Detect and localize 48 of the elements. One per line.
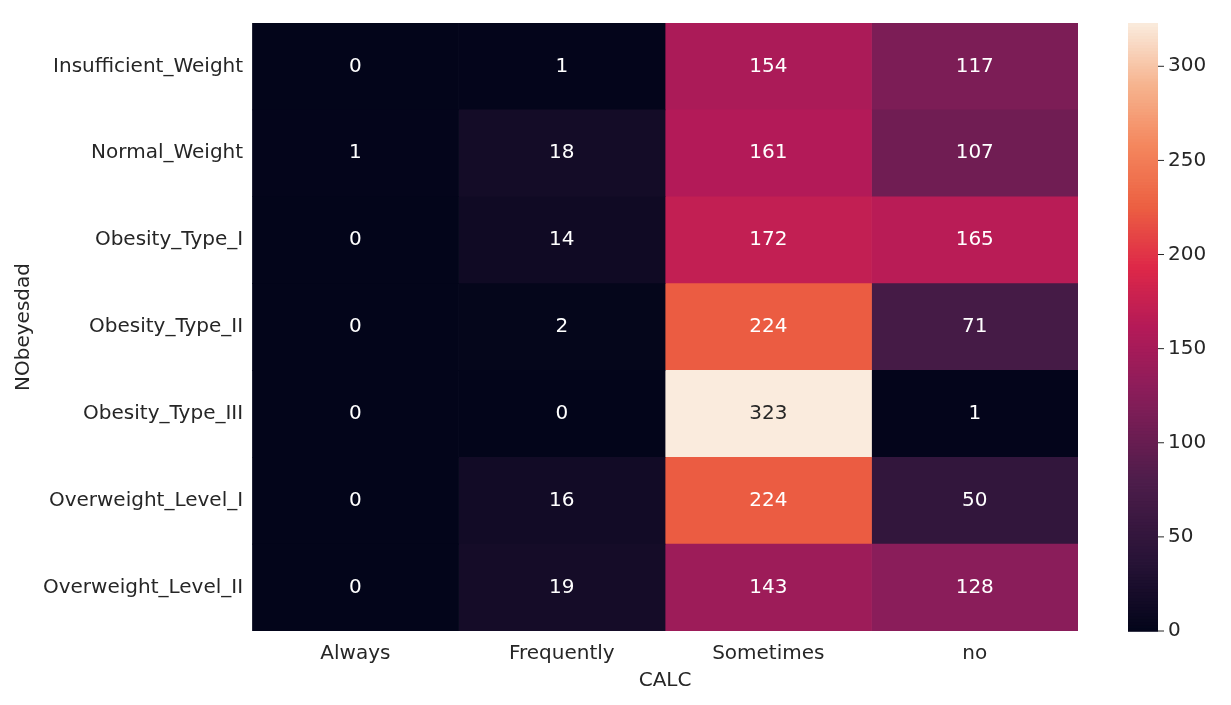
color-bar-label: 250 [1168,146,1207,171]
y-tick-label: Obesity_Type_I [94,226,244,251]
y-tick-label: Overweight_Level_I [48,486,244,511]
x-axis-title: CALC [638,667,692,692]
y-tick-label: Insufficient_Weight [53,52,244,77]
data-label: 18 [549,139,575,164]
y-tick-label: Obesity_Type_II [88,313,244,338]
data-label: 224 [749,313,788,338]
y-tick-label: Overweight_Level_II [42,573,244,598]
data-label: 143 [749,573,788,598]
data-label: 323 [749,400,788,425]
x-tick-label: Frequently [508,640,615,665]
data-label: 128 [955,573,994,598]
data-label: 0 [348,573,362,598]
color-bar-label: 100 [1168,428,1207,453]
color-bar-label: 200 [1168,240,1207,265]
y-tick-label: Obesity_Type_III [83,400,244,425]
color-bar-label: 50 [1168,523,1194,548]
x-tick-label: Always [320,640,391,665]
data-label: 165 [955,226,994,251]
data-label: 107 [955,139,994,164]
color-bar-label: 300 [1168,52,1207,77]
data-label: 172 [749,226,788,251]
data-label: 16 [549,486,575,511]
data-label: 161 [749,139,788,164]
data-label: 1 [348,139,362,164]
data-label: 0 [348,52,362,77]
data-label: 0 [348,313,362,338]
color-bar-label: 150 [1168,334,1207,359]
data-label: 2 [555,313,569,338]
y-tick-label: Normal_Weight [91,139,244,164]
data-label: 0 [348,226,362,251]
y-axis-title: NObeyesdad [10,263,35,391]
data-label: 0 [348,486,362,511]
data-label: 19 [549,573,575,598]
data-label: 117 [955,52,994,77]
x-tick-label: Sometimes [712,640,825,665]
data-label: 71 [962,313,988,338]
data-label: 154 [749,52,788,77]
data-label: 50 [962,486,988,511]
data-label: 1 [555,52,569,77]
x-tick-label: no [962,640,988,665]
data-label: 224 [749,486,788,511]
data-label: 0 [348,400,362,425]
data-label: 14 [549,226,575,251]
color-bar-label: 0 [1168,617,1181,642]
data-label: 0 [555,400,569,425]
data-label: 1 [968,400,982,425]
